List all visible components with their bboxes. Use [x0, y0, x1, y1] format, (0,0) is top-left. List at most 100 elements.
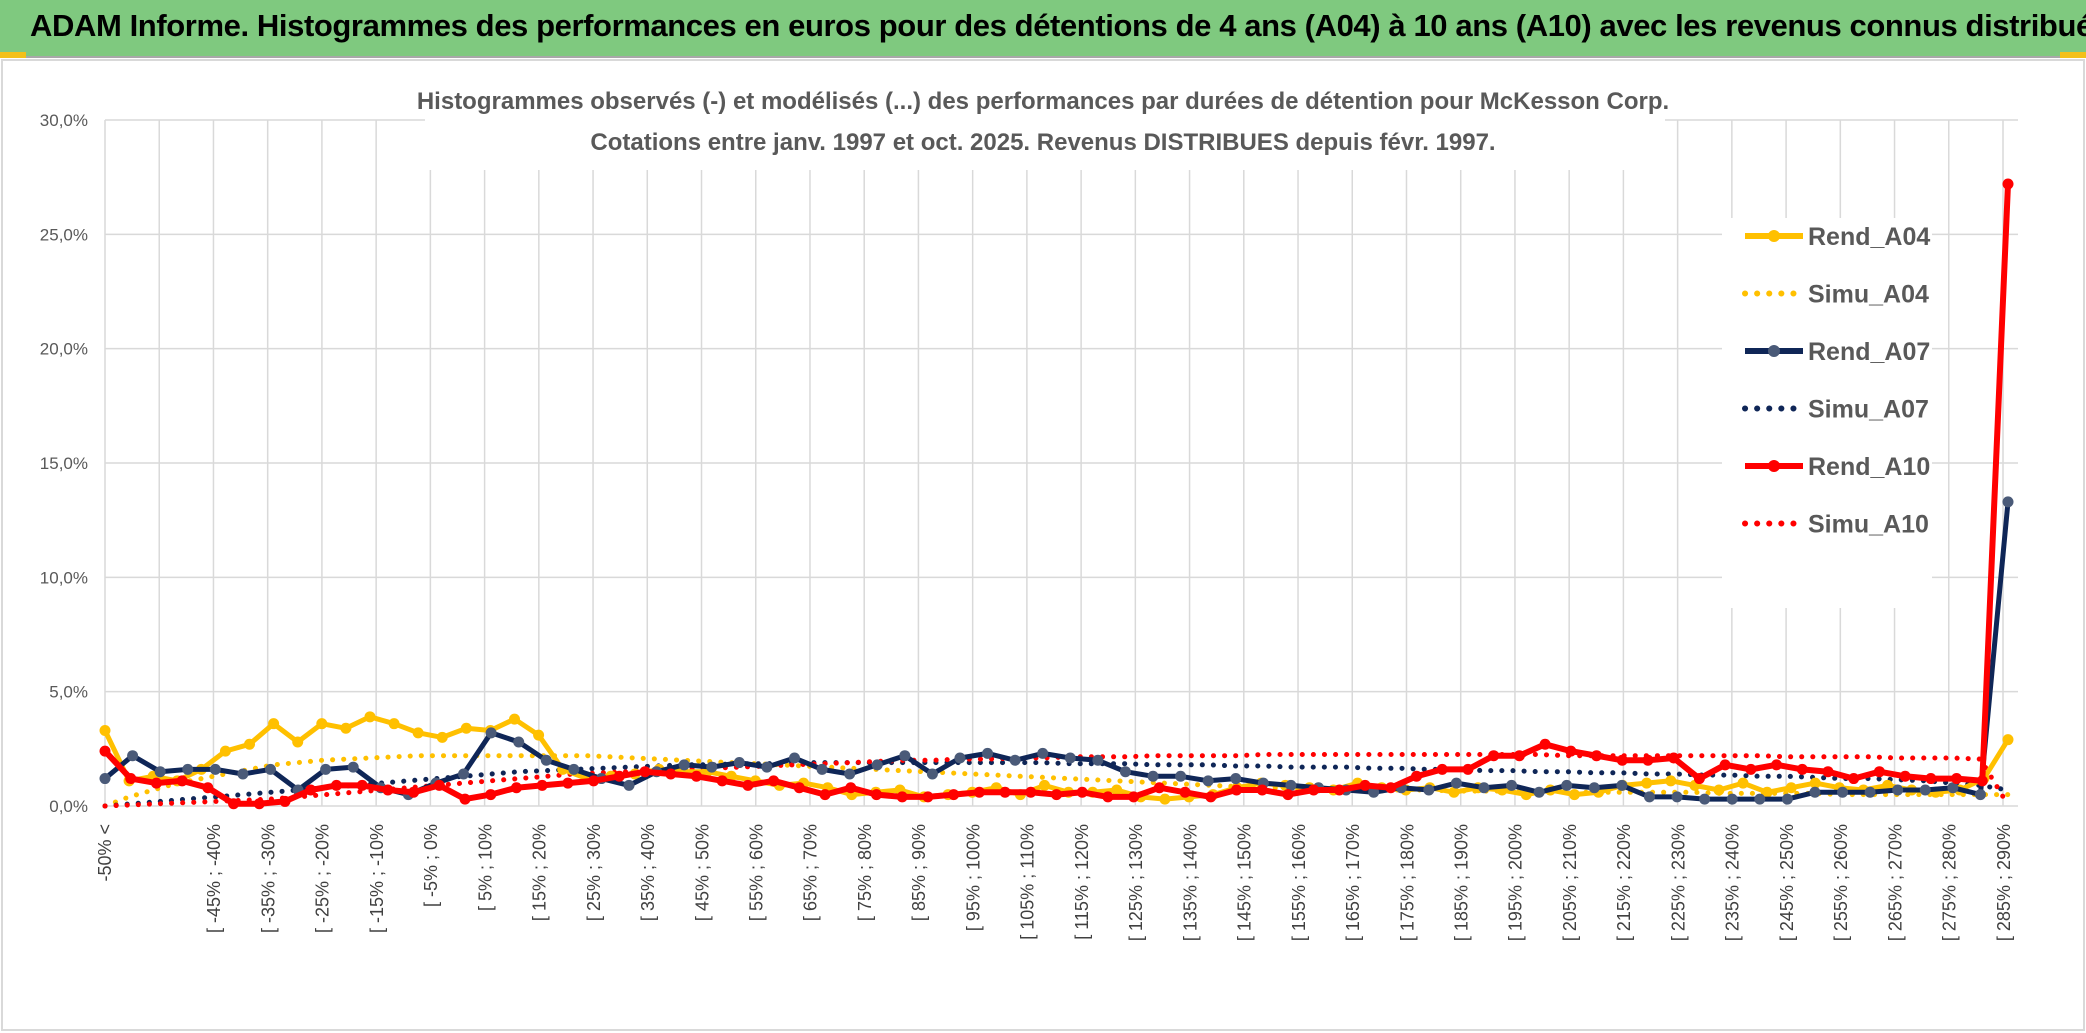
data-point — [568, 763, 580, 775]
x-tick-label: [ 205% ; 210% — [1560, 824, 1580, 941]
data-point — [509, 713, 521, 725]
data-point — [1642, 754, 1654, 766]
x-tick-label: [ 5% ; 10% — [475, 824, 495, 911]
data-point — [1333, 784, 1345, 796]
data-point — [347, 761, 359, 773]
data-point — [1974, 789, 1986, 801]
x-tick-label: [ 145% ; 150% — [1235, 824, 1255, 941]
x-tick-label: [ 155% ; 160% — [1289, 824, 1309, 941]
data-point — [999, 786, 1011, 798]
data-point — [264, 763, 276, 775]
legend-backdrop — [1722, 218, 1932, 608]
data-point — [1643, 791, 1655, 803]
data-point — [1699, 793, 1711, 805]
data-point — [716, 775, 728, 787]
data-point — [2002, 178, 2014, 190]
data-point — [678, 759, 690, 771]
data-point — [540, 754, 552, 766]
data-point — [871, 759, 883, 771]
data-point — [1754, 793, 1766, 805]
legend-entry: Simu_A04 — [1742, 281, 1929, 309]
data-point — [388, 718, 400, 730]
legend-label: Simu_A07 — [1808, 396, 1929, 424]
legend-marker — [1768, 230, 1780, 242]
data-point — [330, 779, 342, 791]
data-point — [408, 786, 420, 798]
data-point — [1822, 766, 1834, 778]
x-tick-label: [ 45% ; 50% — [692, 824, 712, 921]
x-tick-label: [ 175% ; 180% — [1397, 824, 1417, 941]
data-point — [1745, 763, 1757, 775]
data-point — [1671, 791, 1683, 803]
x-tick-label: [ 285% ; 290% — [1994, 824, 2014, 941]
data-point — [1038, 779, 1050, 791]
data-point — [1411, 770, 1423, 782]
data-point — [182, 763, 194, 775]
data-point — [1899, 770, 1911, 782]
data-point — [1175, 770, 1187, 782]
data-point — [1616, 754, 1628, 766]
data-point — [1359, 779, 1371, 791]
data-point — [613, 770, 625, 782]
data-point — [219, 745, 231, 757]
x-tick-label: [ 75% ; 80% — [855, 824, 875, 921]
data-point — [1462, 763, 1474, 775]
data-point — [1665, 775, 1677, 787]
data-point — [412, 727, 424, 739]
x-tick-label: [ 195% ; 200% — [1506, 824, 1526, 941]
data-point — [436, 731, 448, 743]
data-point — [706, 761, 718, 773]
data-point — [1153, 782, 1165, 794]
legend-marker — [1768, 460, 1780, 472]
data-point — [899, 750, 911, 762]
legend-marker — [1768, 345, 1780, 357]
data-point — [1533, 786, 1545, 798]
x-tick-label: [ -15% ; -10% — [367, 824, 387, 933]
data-point — [228, 798, 240, 810]
data-point — [1092, 754, 1104, 766]
data-point — [761, 761, 773, 773]
data-point — [1737, 777, 1749, 789]
y-tick-label: 25,0% — [40, 225, 88, 244]
data-point — [1436, 763, 1448, 775]
data-point — [844, 768, 856, 780]
report-banner: ADAM Informe. Histogrammes des performan… — [0, 0, 2086, 58]
data-point — [1450, 777, 1462, 789]
x-tick-label: [ 65% ; 70% — [801, 824, 821, 921]
x-tick-label: [ 275% ; 280% — [1940, 824, 1960, 941]
grid-layer — [104, 119, 2018, 807]
data-point — [1565, 745, 1577, 757]
data-point — [922, 791, 934, 803]
data-point — [1051, 789, 1062, 801]
x-tick-label: [ 95% ; 100% — [963, 824, 983, 931]
data-point — [99, 745, 111, 757]
legend-label: Rend_A10 — [1808, 453, 1930, 481]
histogram-chart: Histogrammes observés (-) et modélisés (… — [1, 59, 2085, 1031]
data-point — [1976, 775, 1988, 787]
data-point — [819, 789, 831, 801]
data-point — [1591, 750, 1603, 762]
data-point — [510, 782, 522, 794]
data-point — [788, 752, 800, 764]
data-point — [1282, 789, 1294, 801]
x-tick-label: [ 185% ; 190% — [1451, 824, 1471, 941]
legend-label: Rend_A07 — [1808, 338, 1930, 366]
legend-label: Simu_A04 — [1808, 281, 1929, 309]
data-point — [973, 786, 985, 798]
data-point — [1693, 773, 1705, 785]
data-point — [1119, 766, 1131, 778]
data-point — [1568, 789, 1580, 801]
x-tick-label: [ 105% ; 110% — [1018, 824, 1038, 940]
y-tick-label: 15,0% — [40, 454, 88, 473]
x-tick-label: [ 25% ; 30% — [584, 824, 604, 921]
legend-label: Rend_A04 — [1808, 223, 1930, 251]
data-point — [433, 779, 445, 791]
data-point — [513, 736, 525, 748]
legend-label: Simu_A10 — [1808, 511, 1929, 539]
data-point — [1761, 786, 1773, 798]
data-point — [154, 766, 166, 778]
x-tick-label: [ 115% ; 120% — [1072, 824, 1092, 940]
data-point — [356, 779, 368, 791]
data-point — [1205, 791, 1217, 803]
chart-title-line2: Cotations entre janv. 1997 et oct. 2025.… — [590, 129, 1495, 156]
